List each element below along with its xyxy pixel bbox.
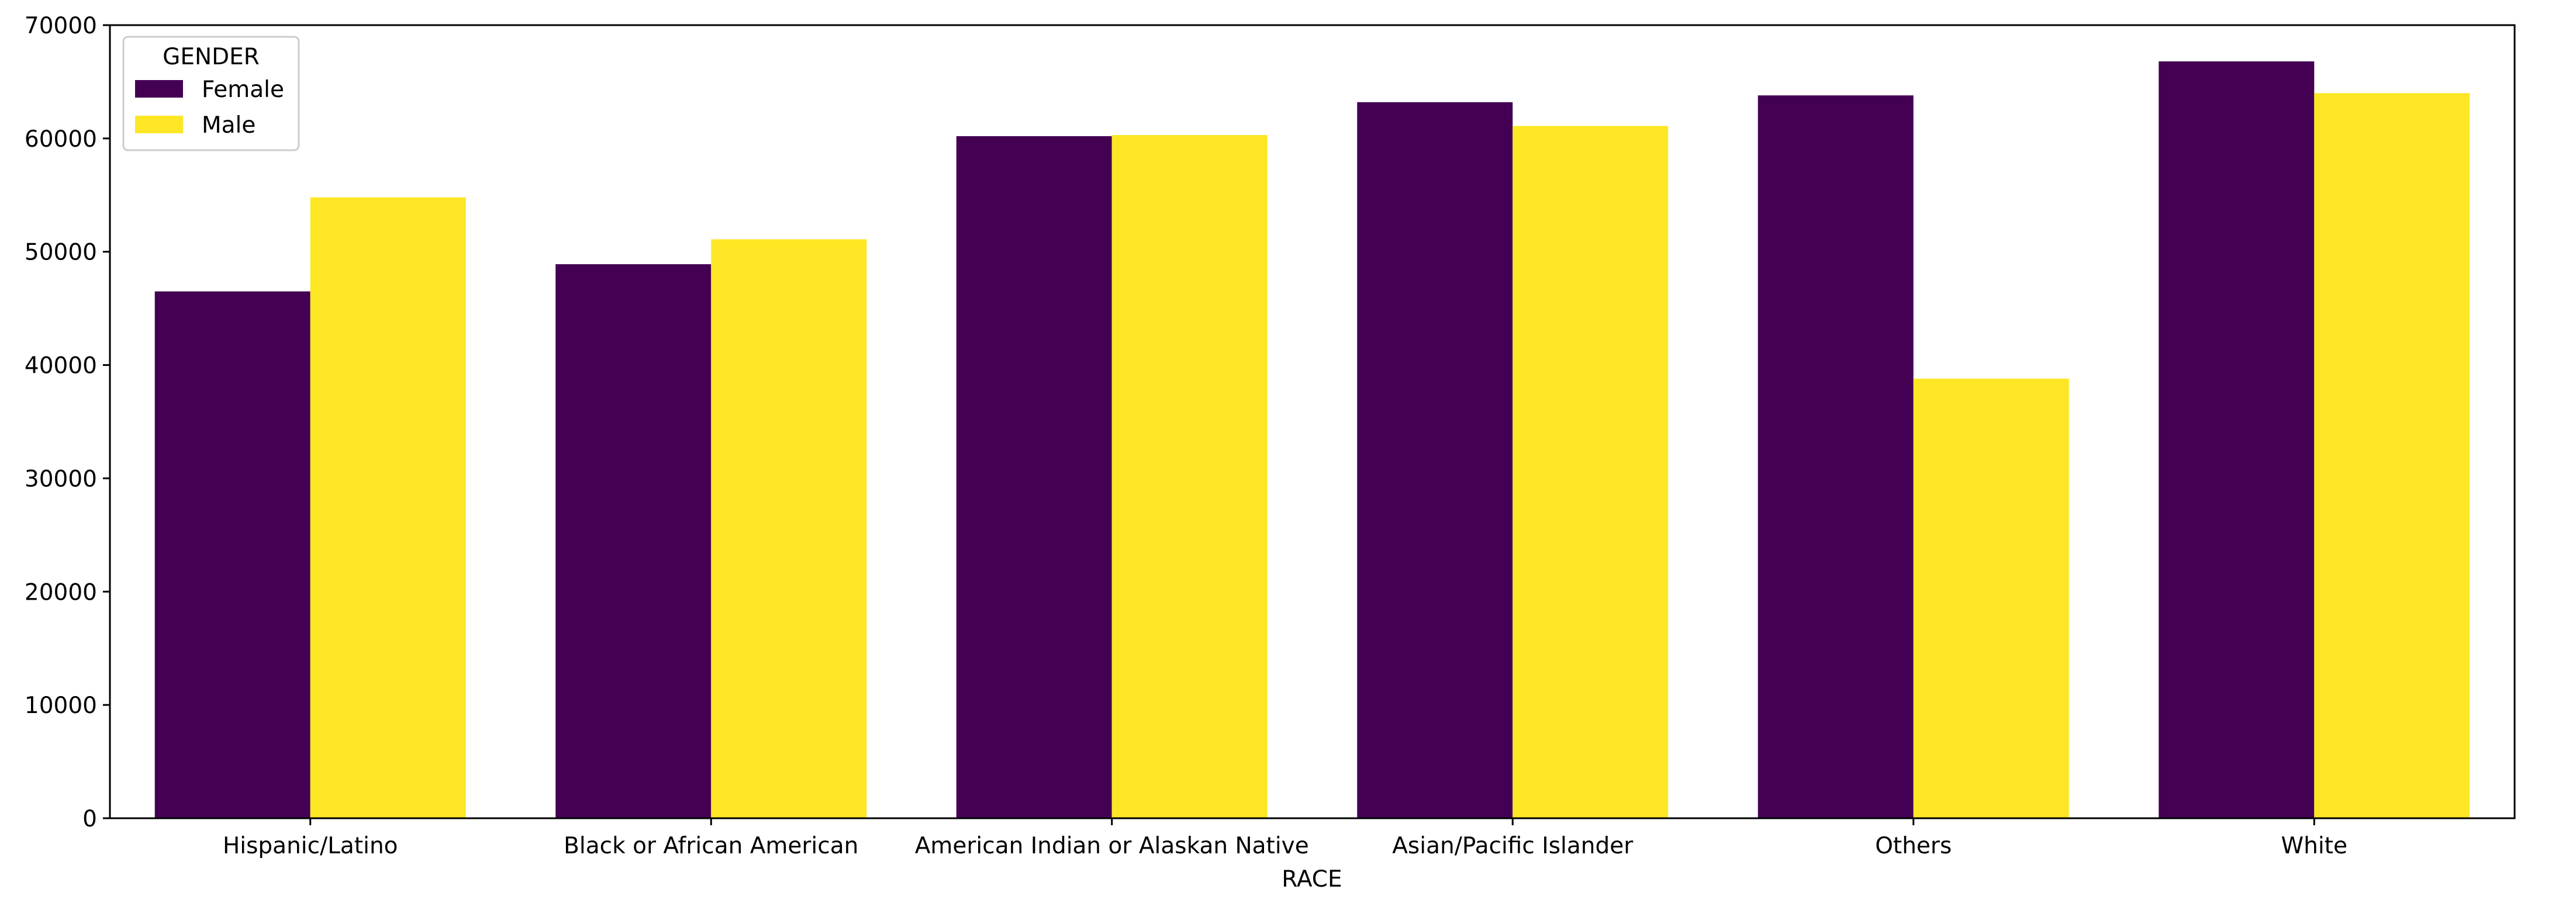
y-tick-label: 0 [82, 806, 97, 832]
y-tick-label: 20000 [25, 579, 97, 605]
bar-female-white [2159, 61, 2315, 818]
legend: GENDER Female Male [122, 36, 300, 151]
bar-male-american-indian-or-alaskan-native [1111, 135, 1268, 819]
bar-female-american-indian-or-alaskan-native [956, 136, 1112, 819]
plot-frame [109, 24, 2516, 819]
x-tick-label-black-or-african-american: Black or African American [564, 833, 858, 859]
y-tick-label: 30000 [25, 466, 97, 492]
y-tick-label: 70000 [25, 13, 97, 39]
bar-female-hispanic-latino [154, 291, 310, 818]
legend-label-female: Female [202, 77, 284, 103]
bar-male-others [1913, 378, 2069, 818]
bar-male-black-or-african-american [711, 239, 867, 818]
x-tick-label-white: White [2281, 833, 2347, 859]
bar-male-white [2314, 93, 2470, 818]
x-tick-label-asian-pacific-islander: Asian/Pacific Islander [1392, 833, 1634, 859]
legend-label-male: Male [202, 112, 255, 139]
y-tick-label: 50000 [25, 240, 97, 266]
y-axis: 0 10000 20000 30000 40000 50000 60000 70000 [25, 13, 110, 832]
x-tick-label-american-indian-or-alaskan-native: American Indian or Alaskan Native [915, 833, 1309, 859]
x-axis-title: RACE [1282, 866, 1342, 892]
bars-group [154, 61, 2470, 819]
legend-title: GENDER [163, 44, 260, 70]
bar-female-asian-pacific-islander [1357, 102, 1513, 818]
x-tick-label-hispanic-latino: Hispanic/Latino [223, 833, 398, 859]
y-tick-label: 60000 [25, 126, 97, 153]
bar-male-asian-pacific-islander [1513, 126, 1669, 819]
y-tick-label: 10000 [25, 693, 97, 719]
x-tick-label-others: Others [1875, 833, 1952, 859]
x-axis: Hispanic/Latino Black or African American… [223, 818, 2347, 859]
y-tick-label: 40000 [25, 353, 97, 379]
bar-female-black-or-african-american [555, 264, 712, 818]
bar-male-hispanic-latino [310, 197, 466, 819]
legend-swatch-male [135, 116, 183, 133]
legend-swatch-female [135, 80, 183, 98]
bar-female-others [1757, 95, 1914, 819]
